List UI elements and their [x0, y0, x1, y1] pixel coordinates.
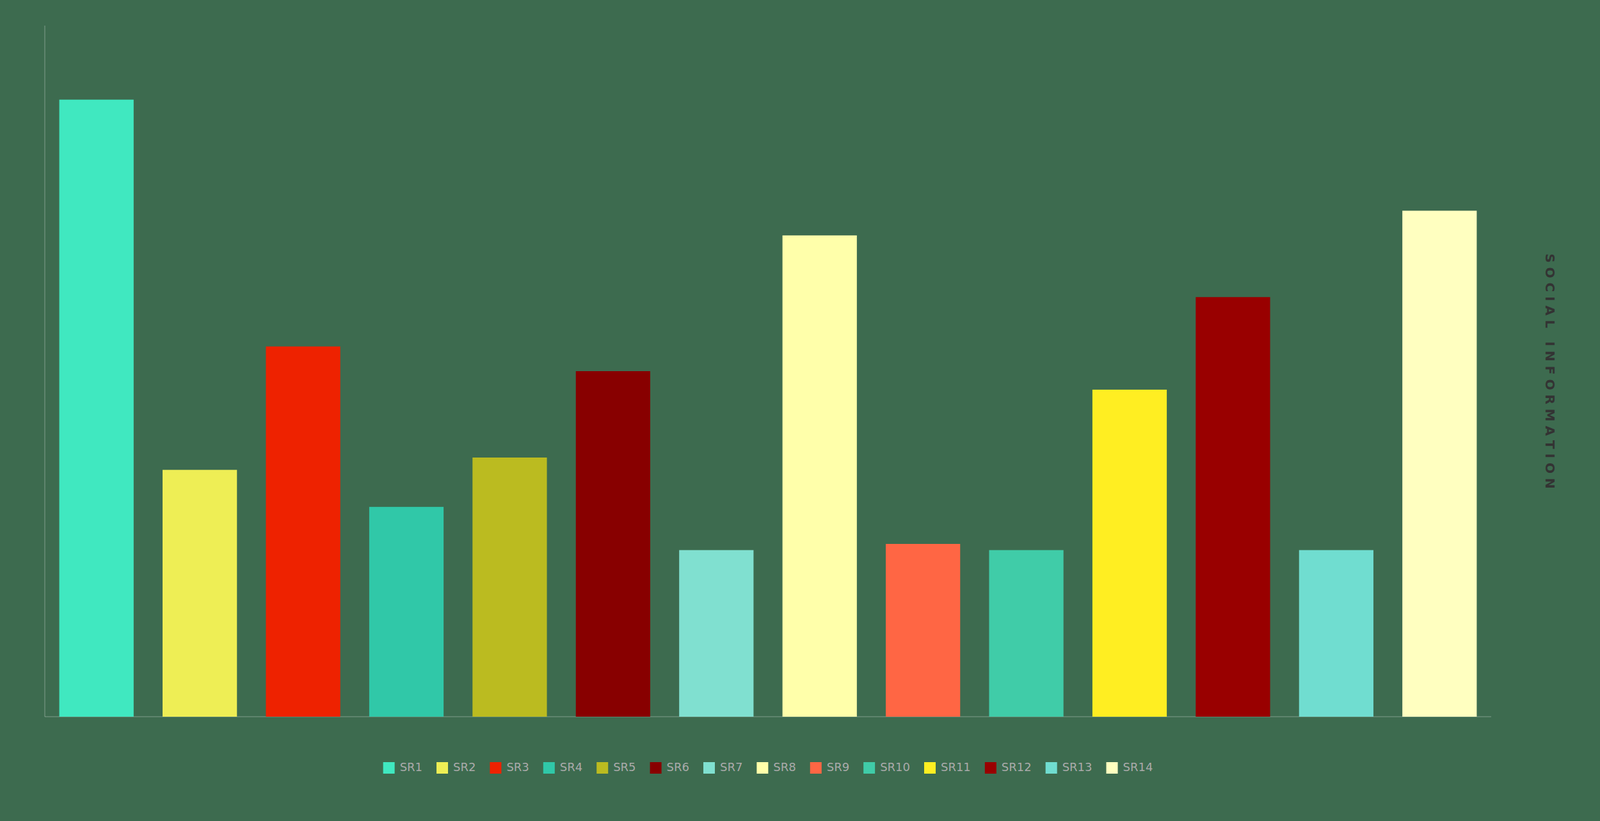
legend-swatch — [543, 762, 555, 774]
bar — [1299, 550, 1374, 717]
legend-swatch — [703, 762, 715, 774]
legend-label: SR6 — [666, 760, 690, 774]
legend-label: SR7 — [720, 760, 743, 774]
bars — [59, 99, 1478, 717]
bar — [885, 544, 960, 717]
legend-swatch — [489, 762, 502, 774]
bar — [1195, 296, 1270, 717]
y-axis-line — [44, 25, 46, 717]
legend-label: SR13 — [1062, 760, 1093, 774]
legend-swatch — [924, 762, 936, 774]
legend-swatch — [383, 762, 395, 774]
x-axis-line — [44, 716, 1492, 718]
bar — [472, 457, 547, 717]
bar — [265, 346, 340, 717]
legend-swatch — [863, 762, 875, 774]
legend-swatch — [984, 762, 997, 774]
legend-label: SR14 — [1123, 760, 1154, 774]
bar — [1402, 210, 1477, 717]
legend-label: SR11 — [940, 760, 971, 774]
chart: S O C I A L I N F O R M A T I O NSR1SR2S… — [0, 0, 1600, 821]
bar — [369, 506, 444, 717]
legend-swatch — [756, 762, 768, 774]
legend-swatch — [1106, 762, 1119, 774]
legend-label: SR10 — [880, 760, 911, 774]
legend: SR1 SR2 SR3 SR4 SR5 SR6 SR7 SR8 SR9 SR10 SR11 SR12 S… — [383, 760, 1154, 774]
bar — [576, 371, 651, 717]
legend-swatch — [650, 762, 662, 774]
legend-label: SR12 — [1001, 760, 1032, 774]
y-axis-label: S O C I A L I N F O R M A T I O N — [1542, 253, 1558, 489]
legend-swatch — [1045, 762, 1058, 774]
legend-label: SR5 — [613, 760, 636, 774]
legend-label: SR3 — [506, 760, 529, 774]
legend-swatch — [810, 762, 822, 774]
legend-label: SR1 — [400, 760, 423, 774]
legend-label: SR8 — [773, 760, 796, 774]
bar — [679, 550, 754, 717]
legend-swatch — [436, 762, 448, 774]
legend-label: SR4 — [560, 760, 583, 774]
bar — [162, 469, 237, 717]
legend-label: SR9 — [826, 760, 850, 774]
chart-container: S O C I A L I N F O R M A T I O NSR1SR2S… — [0, 0, 1600, 821]
bar — [782, 235, 857, 717]
legend-swatch — [596, 762, 608, 774]
bar — [59, 99, 134, 717]
bar — [988, 550, 1064, 717]
bar — [1092, 389, 1167, 717]
legend-label: SR2 — [453, 760, 476, 774]
